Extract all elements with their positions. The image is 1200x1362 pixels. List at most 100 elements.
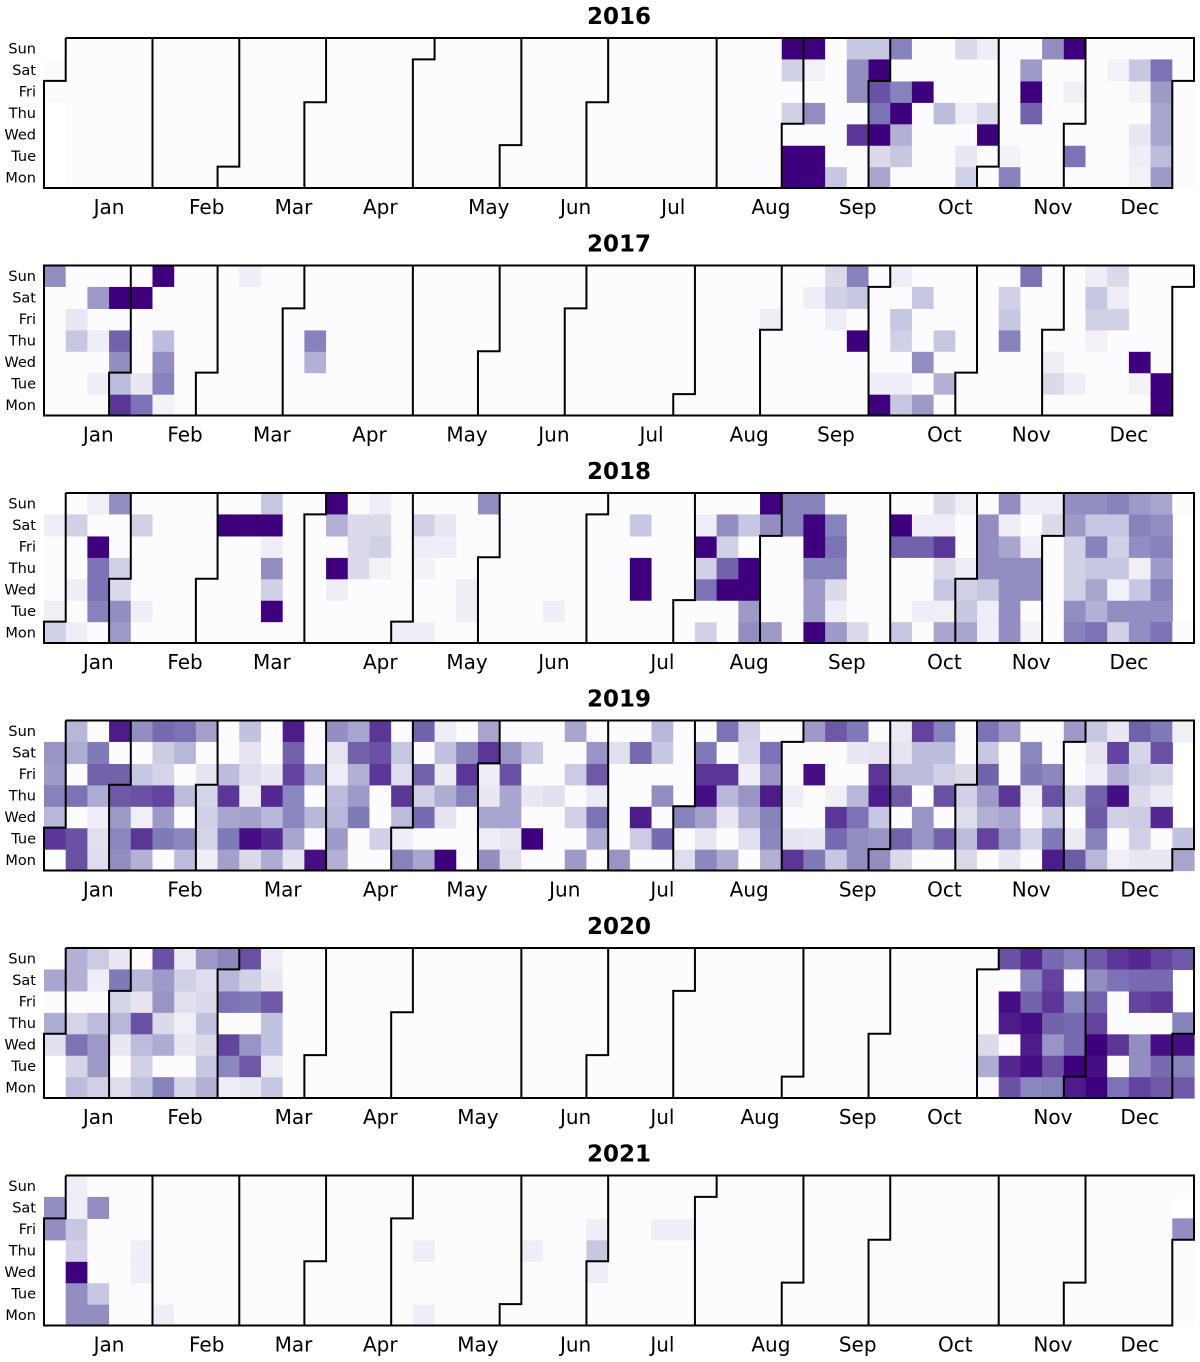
- day-cell: [738, 1076, 761, 1099]
- day-cell: [543, 329, 566, 352]
- day-cell: [738, 1218, 761, 1241]
- day-cell: [543, 514, 566, 537]
- day-cell: [846, 286, 870, 309]
- day-cell: [477, 394, 501, 417]
- day-cell: [326, 1304, 349, 1327]
- day-cell: [1128, 806, 1152, 829]
- day-cell: [456, 123, 479, 146]
- day-cell: [217, 535, 240, 558]
- day-cell: [846, 578, 870, 601]
- day-cell: [760, 102, 783, 125]
- day-cell: [391, 969, 414, 992]
- day-cell: [1085, 308, 1108, 331]
- day-cell: [586, 621, 609, 644]
- day-cell: [1020, 1033, 1043, 1056]
- day-cell: [304, 38, 327, 61]
- day-cell: [1128, 990, 1152, 1013]
- day-cell: [282, 265, 305, 288]
- day-cell: [1063, 1055, 1087, 1078]
- day-cell: [347, 1218, 371, 1241]
- day-cell: [282, 123, 305, 146]
- day-cell: [1107, 351, 1130, 374]
- month-label-sep: Sep: [839, 195, 877, 219]
- day-cell: [369, 849, 392, 872]
- day-cell: [760, 969, 783, 992]
- day-cell: [195, 351, 219, 374]
- day-cell: [239, 166, 262, 189]
- day-cell: [586, 849, 609, 872]
- day-cell: [499, 1239, 522, 1262]
- day-cell: [326, 59, 349, 82]
- day-cell: [651, 286, 674, 309]
- day-cell: [977, 990, 1000, 1013]
- day-cell: [65, 265, 88, 288]
- day-cell: [499, 535, 522, 558]
- day-cell: [1107, 145, 1130, 168]
- day-cell: [543, 1055, 566, 1078]
- day-cell: [477, 557, 501, 580]
- day-cell: [65, 308, 88, 331]
- day-cell: [326, 1033, 349, 1056]
- day-cell: [673, 720, 696, 743]
- day-cell: [890, 784, 913, 807]
- day-cell: [44, 1012, 67, 1035]
- day-cell: [1042, 123, 1065, 146]
- day-cell: [760, 1012, 783, 1035]
- day-cell: [673, 308, 696, 331]
- day-cell: [1085, 806, 1108, 829]
- day-cell: [716, 308, 739, 331]
- day-cell: [868, 372, 891, 395]
- day-cell: [629, 784, 653, 807]
- day-cell: [521, 1261, 544, 1284]
- day-label-thu: Thu: [8, 561, 36, 577]
- day-cell: [369, 493, 392, 516]
- day-cell: [109, 806, 132, 829]
- day-cell: [1063, 1218, 1087, 1241]
- day-cell: [716, 286, 739, 309]
- day-cell: [130, 329, 154, 352]
- day-cell: [868, 123, 891, 146]
- heatmap-cells: [44, 720, 1195, 872]
- day-cell: [1150, 1218, 1173, 1241]
- day-cell: [977, 514, 1000, 537]
- day-cell: [456, 514, 479, 537]
- day-cell: [239, 493, 262, 516]
- day-cell: [1042, 102, 1065, 125]
- day-cell: [347, 969, 371, 992]
- day-cell: [716, 1055, 739, 1078]
- day-cell: [152, 621, 175, 644]
- day-cell: [1085, 990, 1108, 1013]
- day-cell: [1150, 493, 1173, 516]
- day-cell: [260, 1196, 284, 1219]
- day-cell: [868, 145, 891, 168]
- day-cell: [239, 351, 262, 374]
- day-cell: [130, 351, 154, 374]
- day-cell: [629, 741, 653, 764]
- day-cell: [1063, 849, 1087, 872]
- day-cell: [239, 1055, 262, 1078]
- day-cell: [217, 578, 240, 601]
- day-cell: [955, 308, 978, 331]
- day-cell: [977, 1304, 1000, 1327]
- day-cell: [282, 351, 305, 374]
- day-cell: [890, 849, 913, 872]
- day-cell: [174, 372, 197, 395]
- day-cell: [152, 763, 175, 786]
- day-cell: [477, 1261, 501, 1284]
- day-cell: [239, 1239, 262, 1262]
- day-cell: [760, 166, 783, 189]
- day-cell: [282, 394, 305, 417]
- day-cell: [1085, 351, 1108, 374]
- day-cell: [347, 1261, 371, 1284]
- day-cell: [608, 1175, 631, 1198]
- day-cell: [499, 1196, 522, 1219]
- day-cell: [130, 308, 154, 331]
- day-cell: [1042, 806, 1065, 829]
- day-cell: [1150, 1076, 1173, 1099]
- day-cell: [846, 123, 870, 146]
- day-cell: [998, 535, 1022, 558]
- day-cell: [260, 38, 284, 61]
- day-cell: [651, 1076, 674, 1099]
- day-cell: [1020, 990, 1043, 1013]
- day-cell: [130, 1175, 154, 1198]
